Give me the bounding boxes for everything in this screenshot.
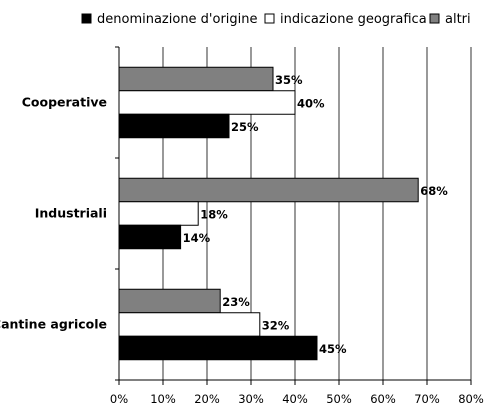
category-label: Cooperative (22, 95, 107, 110)
data-label: 68% (420, 184, 448, 198)
data-label: 14% (183, 231, 211, 245)
x-tick-label: 60% (370, 392, 396, 406)
x-tick-label: 80% (458, 392, 484, 406)
legend-swatch (264, 13, 275, 24)
legend-swatch (429, 13, 440, 24)
x-tick-label: 0% (110, 392, 128, 406)
x-tick-label: 10% (150, 392, 176, 406)
bar (118, 288, 221, 314)
bars (118, 66, 419, 361)
data-label: 40% (297, 97, 325, 111)
x-tick-label: 30% (238, 392, 264, 406)
data-label: 18% (200, 208, 228, 222)
axes (115, 46, 472, 385)
data-label: 35% (275, 73, 303, 87)
legend-label: denominazione d'origine (97, 12, 258, 27)
category-label: Cantine agricole (0, 317, 107, 332)
labels: 0% 10% 20% 30% 40% 50% 60% 70% 80% Cooperative 35%… (0, 73, 484, 406)
legend-label: altri (445, 12, 471, 27)
x-tick-label: 20% (194, 392, 220, 406)
data-label: 32% (262, 319, 290, 333)
x-tick-label: 40% (282, 392, 308, 406)
bar (118, 335, 318, 361)
bar (118, 177, 419, 203)
x-tick-label: 70% (414, 392, 440, 406)
data-label: 23% (222, 295, 250, 309)
x-tick-label: 50% (326, 392, 352, 406)
bar (118, 90, 296, 115)
bar (118, 66, 274, 92)
legend-swatch (81, 13, 92, 24)
bar (118, 113, 230, 139)
legend-label: indicazione geografica (280, 12, 427, 27)
data-label: 45% (319, 342, 347, 356)
bar (118, 312, 261, 337)
legend: denominazione d'origine indicazione geogr… (81, 12, 471, 27)
data-label: 25% (231, 120, 259, 134)
category-label: Industriali (35, 206, 107, 221)
bar (118, 201, 199, 226)
bar (118, 224, 182, 250)
